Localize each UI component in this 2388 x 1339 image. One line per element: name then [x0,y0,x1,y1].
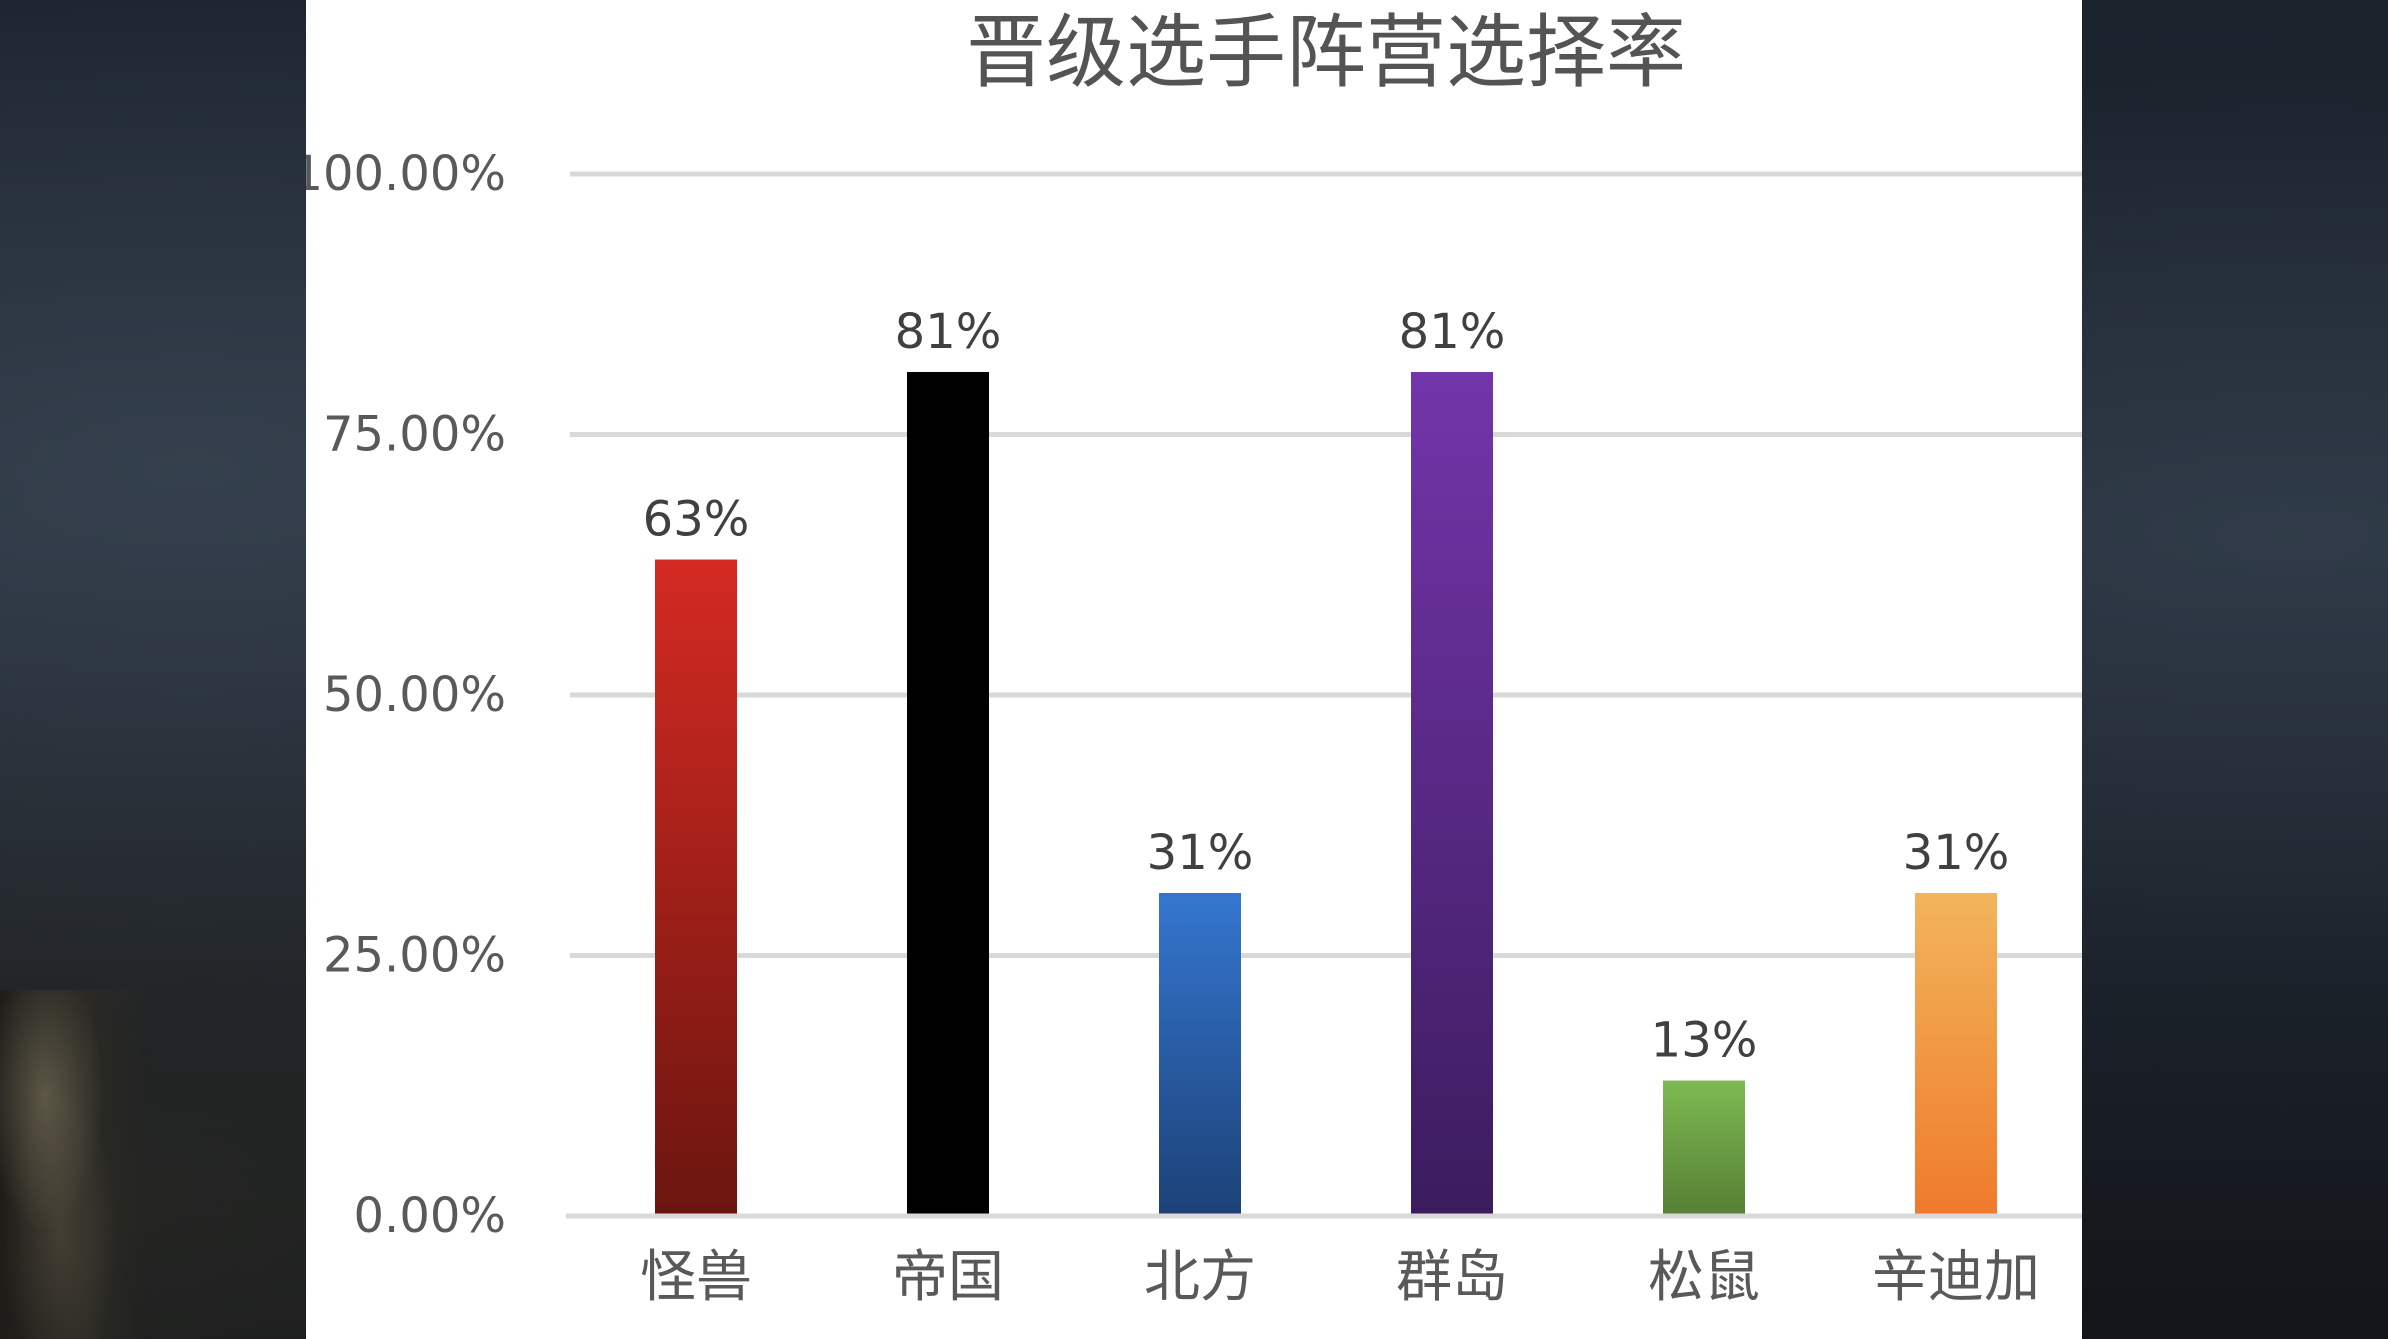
x-category-label: 怪兽 [640,1245,752,1310]
chart-panel: 晋级选手阵营选择率 0.00% 25.00% 50.00% 75.00% 100.00%… [292,0,2082,1339]
data-label: 31% [1903,825,2010,881]
bar-辛迪加 [1915,892,1997,1216]
bar-帝国 [907,371,989,1217]
x-category-label: 群岛 [1396,1245,1508,1310]
left-dark-backdrop [0,0,306,1339]
background-ornament [0,990,150,1339]
bar-北方 [1159,892,1241,1216]
data-label: 13% [1651,1013,1758,1069]
y-tick-label: 75.00% [323,407,506,463]
data-label: 63% [643,492,750,548]
y-tick-label: 25.00% [323,928,506,984]
x-category-label: 辛迪加 [1872,1245,2040,1310]
data-label: 81% [895,304,1002,360]
data-label: 81% [1399,304,1506,360]
chart-title: 晋级选手阵营选择率 [966,6,1686,99]
bar-群岛 [1411,371,1493,1217]
bar-松鼠 [1663,1080,1745,1216]
y-tick-label: 0.00% [354,1188,506,1244]
x-category-label: 松鼠 [1648,1245,1760,1310]
data-label: 31% [1147,825,1254,881]
y-tick-label: 50.00% [323,667,506,723]
bar-怪兽 [655,559,737,1216]
x-category-label: 北方 [1144,1245,1256,1310]
bar-chart: 晋级选手阵营选择率 0.00% 25.00% 50.00% 75.00% 100.00%… [292,6,2082,1310]
x-category-label: 帝国 [892,1245,1004,1310]
right-dark-backdrop [2082,0,2388,1339]
y-tick-label: 100.00% [306,146,506,202]
